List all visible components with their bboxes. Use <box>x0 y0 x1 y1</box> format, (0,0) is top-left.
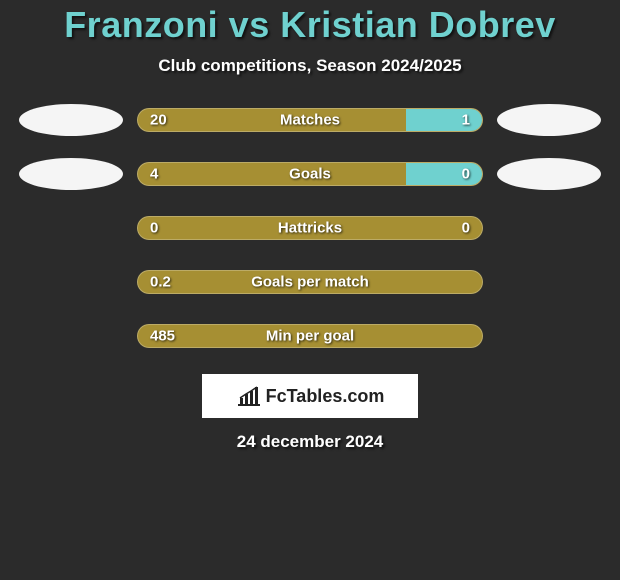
stat-value-right: 0 <box>462 166 470 183</box>
stat-label: Min per goal <box>266 328 354 345</box>
stat-bar: 4 0 Goals <box>137 162 483 186</box>
stat-row: 485 Min per goal <box>0 320 620 352</box>
stat-bar-right-fill <box>406 163 482 185</box>
player-left-badge <box>19 104 123 136</box>
bars-section: 20 1 Matches 4 0 Goals 0 0 Hattricks 0.2 Goals per… <box>0 104 620 352</box>
stat-value-left: 0.2 <box>150 274 171 291</box>
stat-value-left: 4 <box>150 166 158 183</box>
stat-value-left: 0 <box>150 220 158 237</box>
stat-value-left: 20 <box>150 112 167 129</box>
player-left-badge <box>19 158 123 190</box>
subtitle: Club competitions, Season 2024/2025 <box>0 56 620 76</box>
player-right-badge <box>497 104 601 136</box>
stat-row: 0.2 Goals per match <box>0 266 620 298</box>
stat-bar: 20 1 Matches <box>137 108 483 132</box>
stat-bar-right-fill <box>406 109 482 131</box>
stat-row: 0 0 Hattricks <box>0 212 620 244</box>
stat-bar: 0.2 Goals per match <box>137 270 483 294</box>
page-title: Franzoni vs Kristian Dobrev <box>0 4 620 46</box>
stat-value-right: 1 <box>462 112 470 129</box>
stat-label: Goals <box>289 166 331 183</box>
stat-bar: 0 0 Hattricks <box>137 216 483 240</box>
date-text: 24 december 2024 <box>0 432 620 452</box>
stat-bar: 485 Min per goal <box>137 324 483 348</box>
stat-row: 4 0 Goals <box>0 158 620 190</box>
stat-label: Hattricks <box>278 220 342 237</box>
logo-text: FcTables.com <box>266 386 385 407</box>
stat-value-left: 485 <box>150 328 175 345</box>
chart-icon <box>236 385 262 407</box>
logo-box: FcTables.com <box>202 374 418 418</box>
stat-value-right: 0 <box>462 220 470 237</box>
comparison-infographic: Franzoni vs Kristian Dobrev Club competi… <box>0 0 620 452</box>
player-right-badge <box>497 158 601 190</box>
stat-label: Matches <box>280 112 340 129</box>
stat-row: 20 1 Matches <box>0 104 620 136</box>
stat-label: Goals per match <box>251 274 369 291</box>
